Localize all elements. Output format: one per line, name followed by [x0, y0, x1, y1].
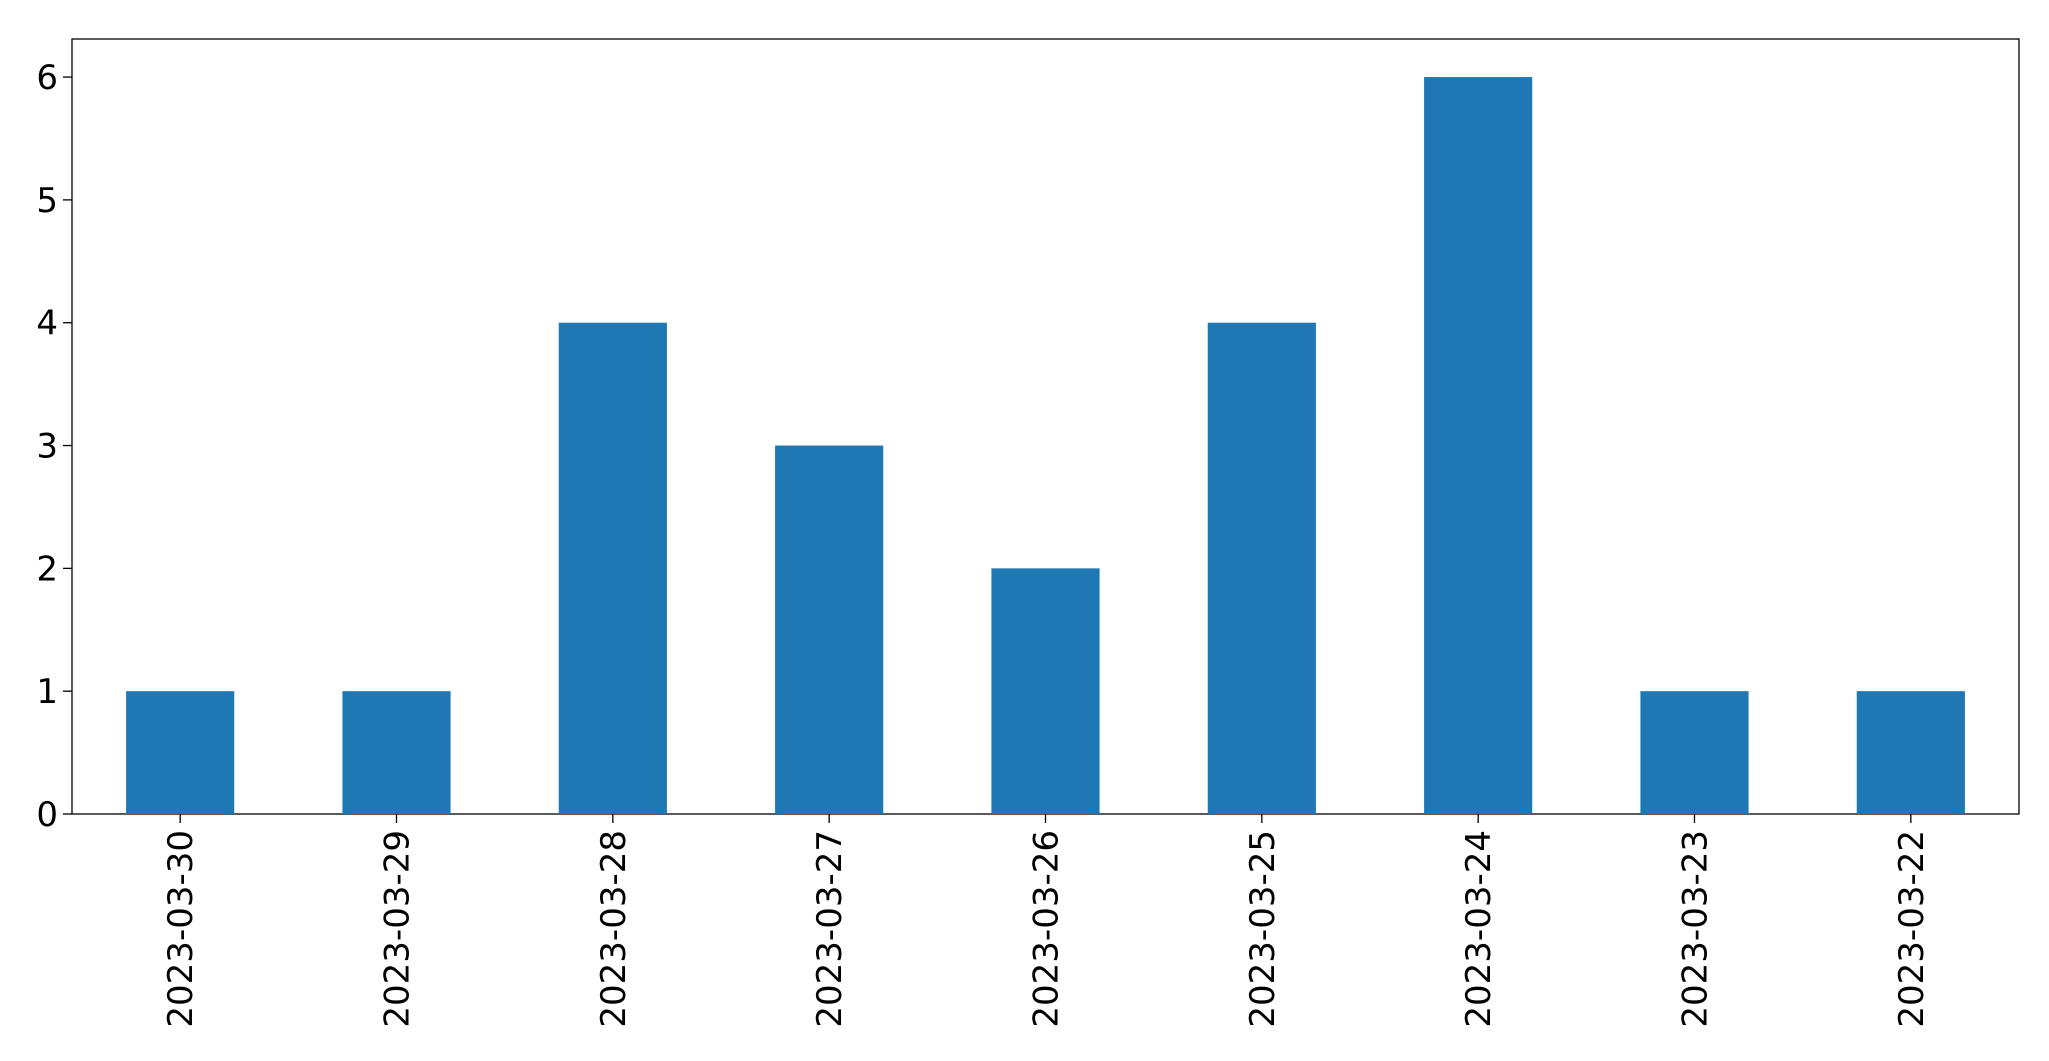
x-tick-label: 2023-03-24	[1459, 830, 1499, 1028]
x-tick-label: 2023-03-25	[1243, 830, 1283, 1028]
bar	[775, 445, 884, 814]
bar	[1424, 77, 1533, 815]
bar	[1856, 691, 1965, 814]
y-tick-label: 1	[36, 672, 58, 712]
x-tick-label: 2023-03-26	[1027, 830, 1067, 1028]
x-tick-label: 2023-03-23	[1676, 830, 1716, 1028]
bar	[126, 691, 235, 814]
y-tick-label: 6	[36, 58, 58, 98]
bar	[1207, 322, 1316, 814]
x-tick-label: 2023-03-27	[810, 830, 850, 1028]
bar	[1640, 691, 1749, 814]
x-tick-label: 2023-03-30	[161, 830, 201, 1028]
bar	[558, 322, 667, 814]
bar	[342, 691, 451, 814]
x-tick-label: 2023-03-22	[1892, 830, 1932, 1028]
x-tick-label: 2023-03-29	[378, 830, 418, 1028]
y-tick-label: 2	[36, 549, 58, 589]
bar	[991, 568, 1100, 814]
y-tick-label: 3	[36, 427, 58, 467]
x-tick-label: 2023-03-28	[594, 830, 634, 1028]
y-tick-label: 4	[36, 304, 58, 344]
y-tick-label: 5	[36, 181, 58, 221]
y-tick-label: 0	[36, 795, 58, 835]
